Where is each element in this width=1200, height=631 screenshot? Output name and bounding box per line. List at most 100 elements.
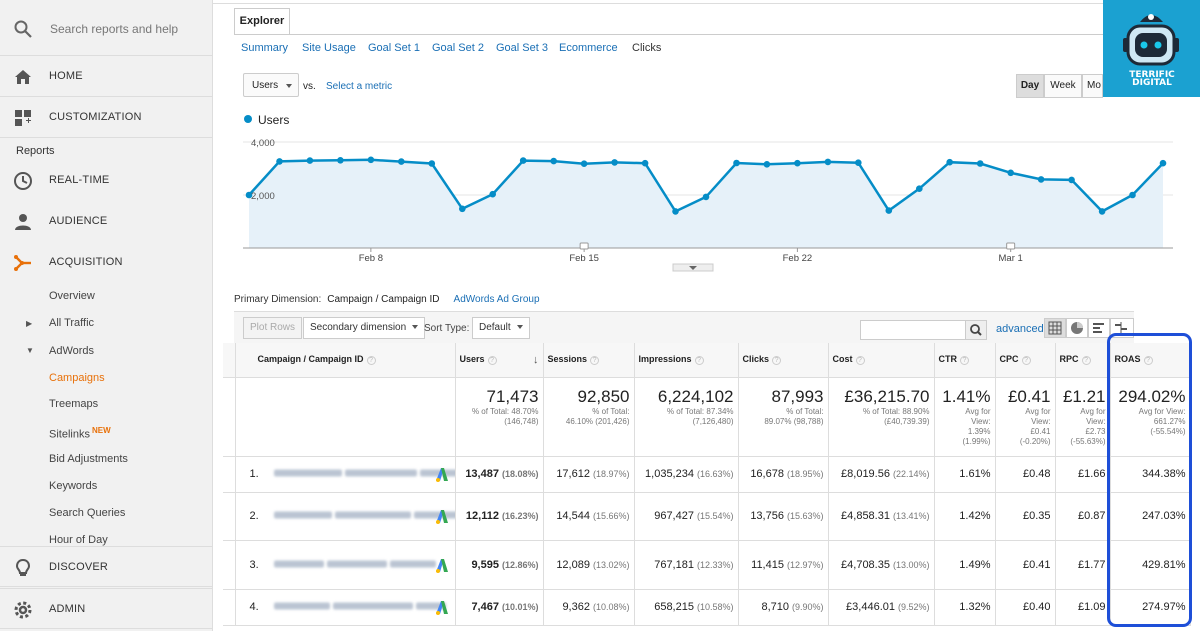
gear-icon (14, 601, 32, 619)
metric-dropdown[interactable]: Users (243, 73, 299, 97)
select-all-checkbox-cell[interactable] (223, 343, 236, 378)
value: 13,487 (465, 468, 499, 480)
secondary-dimension-dropdown[interactable]: Secondary dimension (303, 317, 426, 339)
sessions-cell: 12,089 (13.02%) (543, 540, 635, 590)
help-icon[interactable]: ? (1143, 356, 1153, 366)
person-icon (15, 214, 31, 230)
table-row[interactable]: 1. 13,487 (18.08%) 17,612 (18.97%) 1,035,234… (223, 456, 1191, 493)
campaign-cell[interactable]: 2. (235, 492, 456, 541)
sidebar-sub-sitelinks[interactable]: Sitelinks NEW (49, 426, 111, 441)
x-tick-label: Mar 1 (999, 253, 1023, 264)
table-view-icon[interactable] (1044, 318, 1066, 338)
sidebar-sub-all-traffic[interactable]: All Traffic (49, 317, 95, 329)
vs-label: vs. (303, 81, 316, 92)
sidebar-item-home[interactable]: HOME (0, 56, 213, 97)
help-icon[interactable]: ? (1021, 356, 1031, 366)
row-checkbox-cell[interactable] (223, 589, 236, 626)
adwords-icon[interactable] (435, 557, 449, 573)
col-cost[interactable]: Cost? (828, 343, 935, 378)
redacted-text (389, 560, 436, 567)
sidebar-sub-treemaps[interactable]: Treemaps (49, 398, 99, 410)
subtab-goal-set-1[interactable]: Goal Set 1 (368, 42, 420, 54)
table-search-button[interactable] (965, 320, 987, 340)
adwords-icon[interactable] (435, 466, 449, 482)
col-ctr[interactable]: CTR? (934, 343, 996, 378)
primary-dimension-value[interactable]: Campaign / Campaign ID (327, 294, 440, 305)
help-icon[interactable]: ? (590, 356, 600, 366)
data-point (519, 157, 527, 164)
period-day-button[interactable]: Day (1016, 74, 1044, 98)
sidebar-sub-campaigns[interactable]: Campaigns (49, 372, 105, 384)
col-roas[interactable]: ROAS? (1110, 343, 1191, 378)
sidebar-item-discover[interactable]: DISCOVER (0, 546, 213, 587)
col-impressions[interactable]: Impressions? (634, 343, 739, 378)
help-icon[interactable]: ? (487, 355, 497, 365)
percent: (16.63%) (696, 469, 734, 479)
campaign-cell[interactable]: 3. (235, 540, 456, 590)
value: 1,035,234 (645, 468, 694, 480)
campaign-name-redacted[interactable] (273, 559, 436, 569)
sidebar-sub-search-queries[interactable]: Search Queries (49, 507, 126, 519)
sidebar-sub-hour-of-day[interactable]: Hour of Day (49, 534, 108, 546)
col-campaign[interactable]: Campaign / Campaign ID? (235, 343, 456, 378)
sidebar-sub-adwords[interactable]: AdWords (49, 345, 95, 357)
redacted-text (326, 560, 387, 567)
adwords-ad-group-link[interactable]: AdWords Ad Group (453, 294, 540, 305)
period-month-button[interactable]: Mo (1082, 74, 1103, 98)
expand-arrow-icon[interactable]: ▶ (26, 319, 33, 328)
subtab-ecommerce[interactable]: Ecommerce (559, 42, 618, 54)
impressions-cell: 658,215 (10.58%) (634, 589, 739, 626)
sidebar-item-realtime[interactable]: REAL-TIME (0, 160, 213, 201)
table-search-input[interactable] (860, 320, 966, 340)
col-clicks[interactable]: Clicks? (738, 343, 829, 378)
sidebar-item-acquisition[interactable]: ACQUISITION (0, 242, 213, 283)
help-icon[interactable]: ? (772, 356, 782, 366)
campaign-cell[interactable]: 1. (235, 456, 456, 493)
row-checkbox-cell[interactable] (223, 540, 236, 590)
select-metric-link[interactable]: Select a metric (326, 81, 393, 92)
plot-rows-button[interactable]: Plot Rows (243, 317, 303, 339)
help-icon[interactable]: ? (694, 356, 704, 366)
adwords-icon[interactable] (435, 599, 449, 615)
sidebar-sub-bid-adjustments[interactable]: Bid Adjustments (49, 453, 128, 465)
data-point (459, 205, 466, 213)
sort-desc-icon[interactable]: ↓ (533, 353, 539, 366)
table-row[interactable]: 2. 12,112 (16.23%) 14,544 (15.66%) 967,427 (1… (223, 492, 1191, 541)
subtab-site-usage[interactable]: Site Usage (302, 42, 356, 54)
col-users[interactable]: Users? ↓ (455, 343, 544, 378)
sidebar-item-admin[interactable]: ADMIN (0, 588, 213, 629)
help-icon[interactable]: ? (855, 356, 865, 366)
campaign-name-redacted[interactable] (273, 602, 446, 612)
row-checkbox-cell[interactable] (223, 492, 236, 541)
campaign-name-redacted[interactable] (273, 511, 454, 521)
period-week-button[interactable]: Week (1044, 74, 1082, 98)
sidebar-search[interactable]: Search reports and help (0, 0, 213, 56)
campaign-name-redacted[interactable] (273, 469, 454, 479)
sidebar-item-customization[interactable]: CUSTOMIZATION (0, 97, 213, 138)
subtab-clicks[interactable]: Clicks (632, 42, 662, 54)
row-checkbox-cell[interactable] (223, 456, 236, 493)
sidebar-sub-overview[interactable]: Overview (49, 290, 95, 302)
bar-view-icon[interactable] (1088, 318, 1110, 338)
sidebar-item-audience[interactable]: AUDIENCE (0, 201, 213, 242)
subtab-summary[interactable]: Summary (241, 42, 289, 54)
subtab-goal-set-3[interactable]: Goal Set 3 (496, 42, 548, 54)
tab-explorer[interactable]: Explorer (234, 8, 290, 35)
table-row[interactable]: 3. 9,595 (12.86%) 12,089 (13.02%) 767,181 (12… (223, 540, 1191, 590)
pie-view-icon[interactable] (1066, 318, 1088, 338)
col-rpc[interactable]: RPC? (1055, 343, 1111, 378)
sort-type-dropdown[interactable]: Default (472, 317, 530, 339)
adwords-icon[interactable] (435, 508, 449, 524)
help-icon[interactable]: ? (366, 356, 376, 366)
sidebar-sub-keywords[interactable]: Keywords (49, 480, 98, 492)
subtab-goal-set-2[interactable]: Goal Set 2 (432, 42, 484, 54)
sort-type-value: Default (479, 322, 511, 333)
col-cpc[interactable]: CPC? (995, 343, 1056, 378)
help-icon[interactable]: ? (1081, 356, 1091, 366)
advanced-link[interactable]: advanced (996, 323, 1044, 335)
help-icon[interactable]: ? (960, 356, 969, 366)
campaign-cell[interactable]: 4. (235, 589, 456, 626)
collapse-arrow-icon[interactable]: ▼ (26, 346, 34, 355)
col-sessions[interactable]: Sessions? (543, 343, 635, 378)
table-row[interactable]: 4. 7,467 (10.01%) 9,362 (10.08%) 658,215 (10.… (223, 589, 1191, 626)
